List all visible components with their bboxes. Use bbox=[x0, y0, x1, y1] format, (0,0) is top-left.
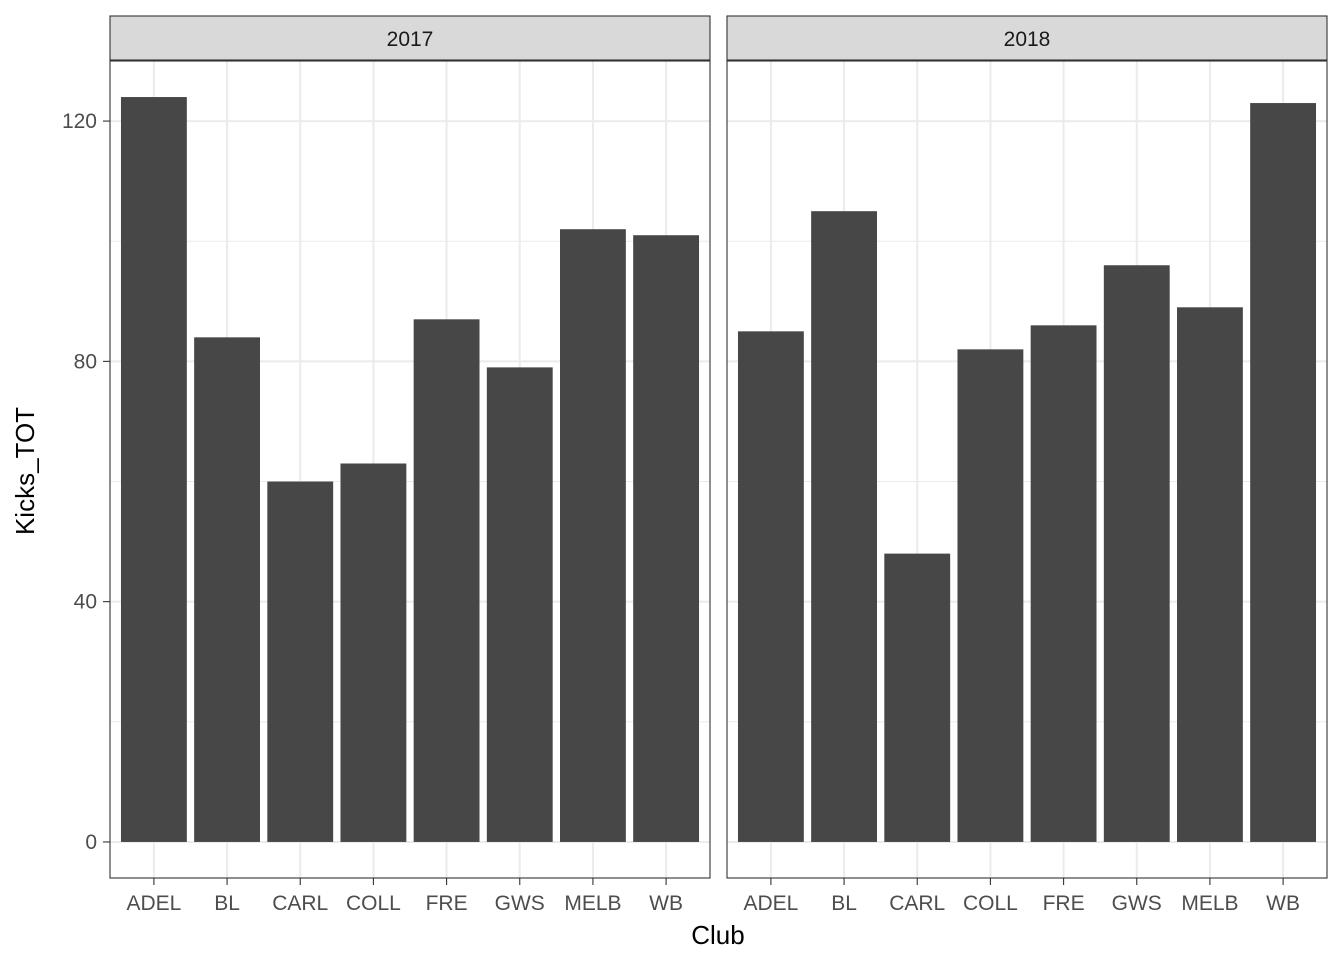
facet-strip-label: 2018 bbox=[1004, 28, 1051, 51]
x-tick-label: COLL bbox=[346, 892, 401, 915]
x-tick-label: WB bbox=[1266, 892, 1300, 915]
x-tick-label: BL bbox=[831, 892, 857, 915]
bar-COLL-2018 bbox=[957, 349, 1024, 842]
x-tick-label: CARL bbox=[889, 892, 945, 915]
x-tick-label: GWS bbox=[495, 892, 545, 915]
x-tick-label: MELB bbox=[564, 892, 621, 915]
bar-BL-2018 bbox=[811, 211, 877, 842]
bar-GWS-2018 bbox=[1103, 265, 1170, 842]
x-tick-label: ADEL bbox=[743, 892, 798, 915]
panel-border bbox=[726, 60, 1328, 879]
panel-border bbox=[109, 60, 711, 879]
y-tick-label: 120 bbox=[62, 110, 97, 133]
x-tick-label: COLL bbox=[963, 892, 1018, 915]
y-tick-label: 80 bbox=[74, 350, 97, 373]
facet-panel-2018: 2018 ADEL BL CARL COLL FRE GWS MELB WB bbox=[726, 15, 1328, 915]
bar-ADEL-2018 bbox=[737, 331, 804, 842]
bar-ADEL-2017 bbox=[120, 97, 187, 842]
bar-MELB-2017 bbox=[560, 229, 626, 842]
y-tick-label: 0 bbox=[85, 831, 97, 854]
x-tick-label: ADEL bbox=[126, 892, 181, 915]
facet-panels: 2017 ADEL BL CARL COLL FRE GWS MELB WB 2018 ADEL BL… bbox=[109, 15, 1328, 915]
y-axis-title: Kicks_TOT bbox=[10, 407, 40, 535]
y-axis: 0 40 80 120 bbox=[62, 110, 110, 854]
bar-WB-2017 bbox=[633, 235, 700, 842]
facet-panel-2017: 2017 ADEL BL CARL COLL FRE GWS MELB WB bbox=[109, 15, 711, 915]
facet-strip-label: 2017 bbox=[387, 28, 434, 51]
bar-FRE-2018 bbox=[1030, 325, 1097, 842]
x-tick-label: FRE bbox=[426, 892, 468, 915]
facet-strip bbox=[109, 15, 711, 61]
bar-WB-2018 bbox=[1250, 103, 1317, 842]
bar-COLL-2017 bbox=[340, 463, 407, 842]
x-axis-title: Club bbox=[691, 920, 744, 950]
bar-MELB-2018 bbox=[1177, 307, 1243, 842]
x-tick-label: GWS bbox=[1112, 892, 1162, 915]
facet-strip bbox=[726, 15, 1328, 61]
x-tick-label: FRE bbox=[1043, 892, 1085, 915]
x-tick-label: WB bbox=[649, 892, 683, 915]
bar-CARL-2018 bbox=[884, 553, 951, 842]
bar-BL-2017 bbox=[194, 337, 260, 842]
bar-FRE-2017 bbox=[413, 319, 480, 842]
y-tick-label: 40 bbox=[74, 591, 97, 614]
x-tick-label: BL bbox=[214, 892, 240, 915]
bar-GWS-2017 bbox=[486, 367, 553, 842]
bar-CARL-2017 bbox=[267, 481, 334, 842]
x-tick-label: MELB bbox=[1181, 892, 1238, 915]
x-tick-label: CARL bbox=[272, 892, 328, 915]
